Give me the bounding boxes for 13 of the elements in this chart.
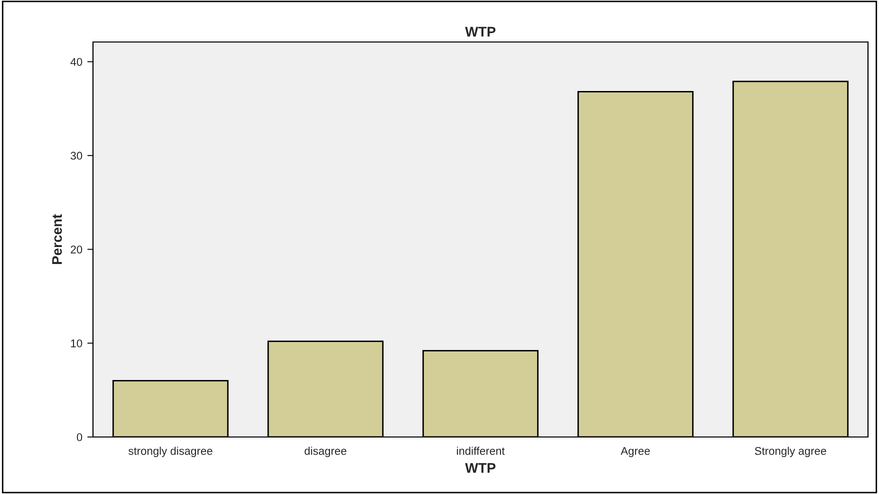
- y-tick-label: 10: [71, 339, 82, 348]
- x-tick-label: Agree: [620, 447, 650, 458]
- x-tick-label: indifferent: [456, 446, 505, 455]
- y-tick-label: 0: [76, 433, 82, 442]
- x-axis-title: WTP: [465, 463, 496, 473]
- x-tick-label: Strongly agree: [754, 446, 826, 458]
- x-tick-label: strongly disagree: [128, 446, 212, 458]
- y-axis-title: Percent: [52, 214, 62, 264]
- y-tick-label: 30: [70, 152, 82, 160]
- x-tick-label: disagree: [304, 446, 346, 458]
- y-tick-label: 20: [70, 246, 82, 254]
- chart-title: WTP: [465, 26, 496, 36]
- y-tick-label: 40: [70, 58, 82, 66]
